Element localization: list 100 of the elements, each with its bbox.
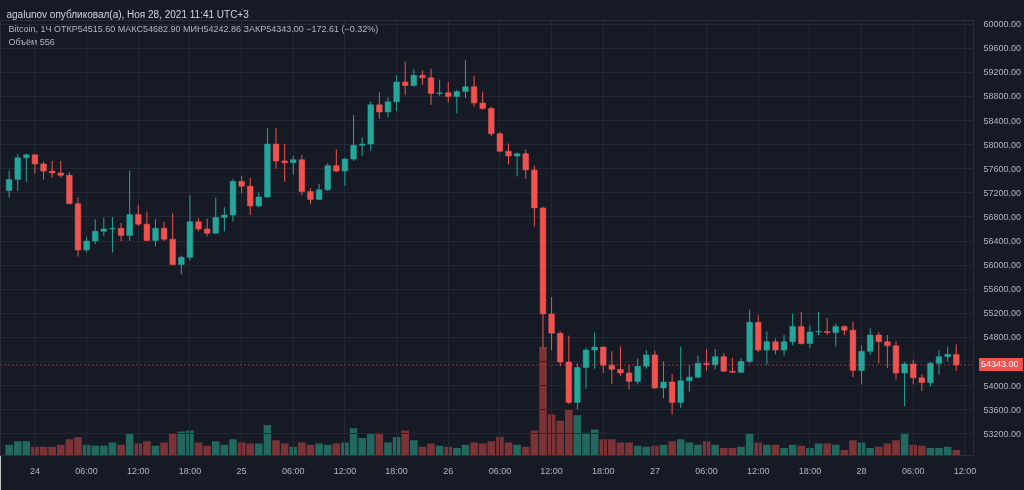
bar <box>831 444 840 456</box>
candlestick <box>832 323 839 347</box>
x-tick-label: 06:00 <box>75 465 98 476</box>
candlestick <box>548 296 555 351</box>
y-tick-label: 59200.00 <box>983 67 1022 78</box>
candlestick <box>582 347 590 390</box>
candlestick <box>402 60 409 96</box>
bar <box>797 445 806 456</box>
candlestick <box>143 210 150 242</box>
candlestick <box>221 206 228 232</box>
candlestick <box>875 331 882 364</box>
ref-line-label: 54343.00 <box>981 358 1019 371</box>
candlestick <box>23 153 30 183</box>
y-tick-label: 56000.00 <box>983 260 1022 271</box>
candlestick <box>290 155 297 176</box>
x-tick-label: 12:00 <box>540 465 563 476</box>
chart-subtitle: Bitcoin, 1Ч ОТКР54515.60 МАКС54682.90 МИН54242.86 ЗАКР54343.00 −172.61 (−0.32%) <box>8 23 379 34</box>
candlestick <box>384 97 392 118</box>
x-tick-label: 06:00 <box>488 465 512 476</box>
candlestick <box>806 324 813 349</box>
candlestick <box>505 142 512 165</box>
candlestick <box>161 221 168 242</box>
x-tick-label: 18:00 <box>385 465 408 476</box>
x-tick-label: 12:00 <box>746 465 770 476</box>
bar <box>711 444 719 456</box>
x-tick-label: 06:00 <box>695 465 718 476</box>
candlestick <box>427 68 435 106</box>
candlestick <box>858 344 865 385</box>
bar <box>754 442 763 456</box>
candlestick <box>935 349 943 376</box>
candlestick <box>591 332 598 370</box>
annotation: Объём 556 <box>8 36 55 47</box>
y-tick-label: 57600.00 <box>983 163 1022 174</box>
candlestick <box>393 74 400 112</box>
x-tick-label: 28 <box>856 465 867 476</box>
x-tick-label: 12:00 <box>333 465 357 476</box>
y-tick-label: 55600.00 <box>983 284 1022 295</box>
candlestick <box>445 81 452 103</box>
candlestick <box>660 361 667 399</box>
bar <box>513 444 521 456</box>
y-tick-label: 54000.00 <box>983 380 1022 391</box>
x-tick-label: 26 <box>443 465 454 476</box>
candlestick <box>272 127 280 170</box>
candlestick <box>376 91 383 120</box>
x-tick-label: 25 <box>236 465 247 476</box>
y-tick-label: 59600.00 <box>983 43 1022 54</box>
candlestick <box>31 153 39 175</box>
candlestick <box>341 157 349 187</box>
bar <box>763 444 771 456</box>
candlestick <box>281 143 288 183</box>
candlestick <box>780 334 788 356</box>
candlestick <box>712 348 719 370</box>
candlestick <box>514 151 521 178</box>
x-tick-label: 18:00 <box>178 465 202 476</box>
x-tick-label: 12:00 <box>953 465 977 476</box>
x-tick-label: 18:00 <box>591 465 615 476</box>
y-tick-label: 60000.00 <box>983 19 1022 30</box>
bar <box>401 430 409 456</box>
y-tick-label: 56800.00 <box>983 211 1022 222</box>
x-tick-label: 06:00 <box>282 465 305 476</box>
candlestick <box>453 89 460 114</box>
x-tick-label: 06:00 <box>901 465 925 476</box>
candlestick <box>815 311 822 336</box>
candlestick <box>359 136 366 157</box>
bar <box>410 440 418 456</box>
candlestick <box>522 148 529 180</box>
y-tick-label: 55200.00 <box>983 308 1022 319</box>
candlestick <box>109 216 116 253</box>
candlestick <box>212 197 219 235</box>
bar <box>952 450 961 456</box>
x-tick-label: 27 <box>649 465 660 476</box>
y-tick-label: 58400.00 <box>983 115 1022 126</box>
candlestick <box>798 311 805 346</box>
candlestick <box>677 345 684 409</box>
candlestick <box>135 204 142 227</box>
y-tick-label: 56400.00 <box>983 236 1022 247</box>
candlestick <box>247 177 254 216</box>
x-tick-label: 12:00 <box>127 465 150 476</box>
candlestick <box>126 170 133 242</box>
candlestick <box>901 361 908 407</box>
candlestick <box>40 160 47 181</box>
candlestick <box>643 349 650 370</box>
candlestick <box>462 59 469 99</box>
candlestick <box>350 114 357 162</box>
x-tick-label: 18:00 <box>798 465 822 476</box>
y-tick-label: 54800.00 <box>983 332 1022 343</box>
candlestick <box>634 358 641 385</box>
bar <box>668 441 676 456</box>
chart-title: agalunov опубликовал(а), Ноя 28, 2021 11:41 UTC+3 <box>6 8 250 20</box>
candlestick <box>686 364 693 393</box>
candlestick <box>927 361 934 387</box>
candlestick <box>867 327 874 356</box>
x-tick-label: 24 <box>29 465 40 476</box>
y-tick-label: 57200.00 <box>983 187 1022 198</box>
bar <box>117 444 125 456</box>
bar <box>823 443 831 456</box>
candlestick <box>824 317 831 336</box>
candlestick <box>410 68 417 88</box>
y-tick-label: 53600.00 <box>983 404 1022 415</box>
candlestick <box>117 222 125 242</box>
